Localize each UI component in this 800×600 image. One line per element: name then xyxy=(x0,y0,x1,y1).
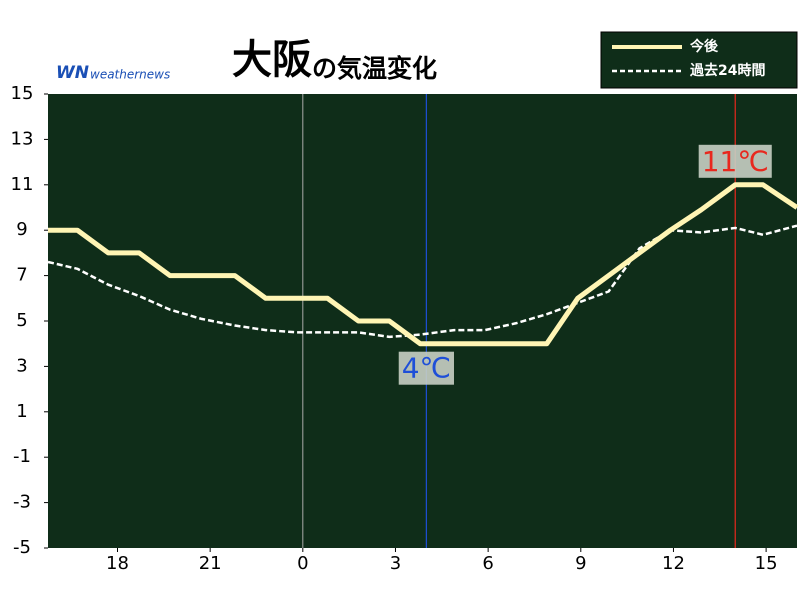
plot-area xyxy=(48,94,797,548)
x-tick-label: 9 xyxy=(575,553,586,574)
y-tick-label: 7 xyxy=(16,265,27,286)
x-tick-label: 6 xyxy=(482,553,493,574)
y-tick-label: 13 xyxy=(11,128,34,149)
brand-mark: WN xyxy=(56,63,89,83)
legend-box xyxy=(600,31,798,89)
y-tick-label: -3 xyxy=(13,492,31,513)
y-tick-label: 1 xyxy=(16,401,27,422)
annotation: 11℃ xyxy=(698,144,772,178)
y-tick-label: 15 xyxy=(11,83,34,104)
y-tick-label: 5 xyxy=(16,310,27,331)
series-line xyxy=(48,182,799,347)
annotation-label: 11℃ xyxy=(702,145,769,178)
x-tick-label: 15 xyxy=(755,553,778,574)
annotation: 4℃ xyxy=(398,351,454,385)
legend-label: 過去24時間 xyxy=(689,62,765,79)
chart-subtitle: の気温変化 xyxy=(312,54,437,83)
x-tick-label: 3 xyxy=(390,553,401,574)
y-tick-label: 3 xyxy=(16,355,27,376)
x-tick-label: 18 xyxy=(106,553,129,574)
annotation-box xyxy=(698,144,772,178)
x-tick-label: 21 xyxy=(199,553,222,574)
x-tick-label: 12 xyxy=(662,553,685,574)
y-tick-label: -1 xyxy=(13,446,31,467)
y-tick-label: -5 xyxy=(13,537,31,558)
brand-name: weathernews xyxy=(90,68,170,82)
annotation-box xyxy=(398,351,454,385)
chart-title: 大阪 xyxy=(232,37,312,83)
y-tick-label: 11 xyxy=(11,174,34,195)
y-tick-label: 9 xyxy=(16,219,27,240)
legend-label: 今後 xyxy=(689,38,719,55)
annotation-label: 4℃ xyxy=(402,352,451,385)
x-tick-label: 0 xyxy=(297,553,308,574)
